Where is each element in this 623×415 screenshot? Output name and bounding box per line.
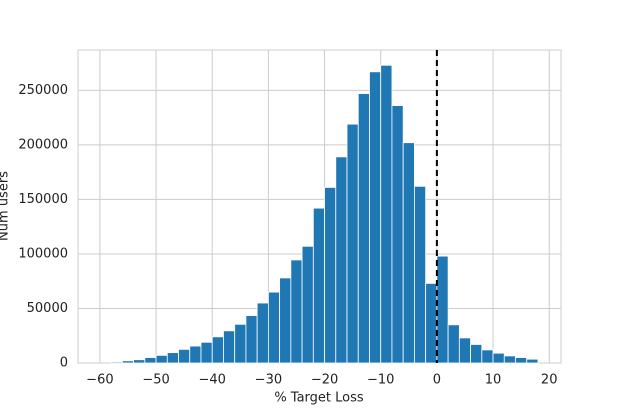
- bar: [256, 302, 269, 364]
- bar: [402, 142, 415, 364]
- x-tick-label: −30: [255, 373, 282, 388]
- y-tick-label: 200000: [18, 137, 68, 152]
- bar: [178, 348, 191, 364]
- y-tick-label: 250000: [18, 83, 68, 98]
- x-tick-label: 20: [541, 373, 558, 388]
- bar: [447, 324, 460, 364]
- bar: [503, 355, 516, 364]
- bar: [346, 123, 359, 364]
- x-tick-label: −60: [86, 373, 113, 388]
- x-tick-label: 10: [485, 373, 502, 388]
- bar: [301, 245, 314, 364]
- bar: [335, 156, 348, 364]
- bar: [436, 255, 449, 364]
- bar: [189, 345, 202, 364]
- bar: [223, 330, 236, 364]
- x-tick-label: −10: [367, 373, 394, 388]
- bar: [166, 352, 179, 364]
- bar: [369, 71, 382, 364]
- bar: [324, 187, 337, 364]
- bar: [144, 357, 157, 364]
- bar: [380, 64, 393, 364]
- bar: [470, 344, 483, 364]
- bar: [133, 359, 146, 364]
- bar: [234, 323, 247, 364]
- y-axis-label: Num users: [0, 171, 12, 241]
- bar: [391, 105, 404, 364]
- y-tick-label: 150000: [18, 192, 68, 207]
- x-tick-label: −40: [199, 373, 226, 388]
- bar: [279, 277, 292, 364]
- y-tick-label: 0: [60, 356, 68, 371]
- y-tick-label: 50000: [27, 301, 68, 316]
- x-axis-label: % Target Loss: [274, 391, 364, 406]
- bar: [414, 185, 427, 364]
- bar: [481, 349, 494, 364]
- bar: [290, 259, 303, 364]
- bar: [515, 357, 528, 364]
- bar: [110, 361, 123, 364]
- bar: [211, 336, 224, 364]
- bar: [121, 360, 135, 364]
- bar: [425, 282, 438, 364]
- x-tick-label: −50: [142, 373, 169, 388]
- bar: [526, 358, 539, 364]
- bar: [357, 93, 370, 364]
- bar: [492, 352, 505, 364]
- x-tick-label: −20: [311, 373, 338, 388]
- bar: [155, 354, 168, 364]
- bar: [312, 207, 325, 364]
- bar: [200, 341, 213, 364]
- bar: [267, 291, 281, 364]
- bar: [245, 315, 258, 364]
- y-tick-label: 100000: [18, 246, 68, 261]
- bar: [458, 337, 471, 364]
- x-tick-label: 0: [433, 373, 441, 388]
